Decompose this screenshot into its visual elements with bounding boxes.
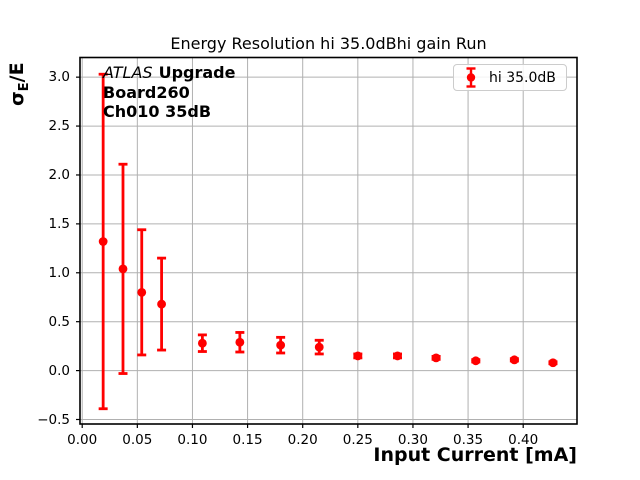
x-tick-label: 0.00 xyxy=(67,432,98,448)
x-tick-label: 0.10 xyxy=(177,432,208,448)
y-tick-label: 1.0 xyxy=(48,264,70,281)
annotation-experiment: ATLAS xyxy=(103,63,153,82)
y-axis-label-sigma: σ xyxy=(6,91,28,106)
data-point xyxy=(509,355,519,365)
data-point xyxy=(353,351,363,361)
annotation-line-2: Board260 xyxy=(103,82,190,102)
x-tick-label: 0.35 xyxy=(453,432,484,448)
data-point xyxy=(235,337,245,347)
data-point xyxy=(157,299,166,309)
y-tick-label: 2.5 xyxy=(48,118,70,135)
annotation-line-1: ATLAS Upgrade xyxy=(103,63,235,83)
annotation-line-3: Ch010 35dB xyxy=(103,102,212,121)
data-point xyxy=(471,356,481,366)
data-point xyxy=(118,264,128,274)
x-tick-label: 0.20 xyxy=(287,432,318,448)
data-point xyxy=(431,353,441,363)
y-tick-label: 0.5 xyxy=(48,313,70,330)
y-tick-label: 2.0 xyxy=(48,166,70,183)
data-point xyxy=(197,338,207,348)
axes-spines xyxy=(79,56,578,425)
data-point xyxy=(314,342,324,352)
x-axis-label: Input Current [mA] xyxy=(373,444,577,466)
legend-series-label: hi 35.0dB xyxy=(489,69,556,86)
x-tick-label: 0.30 xyxy=(397,432,428,448)
plot-annotation: ATLAS Upgrade Board260 Ch010 35dB xyxy=(103,63,235,122)
legend-errorbar-icon xyxy=(466,67,476,88)
x-tick-label: 0.25 xyxy=(342,432,373,448)
y-tick-label: 3.0 xyxy=(48,69,70,86)
data-point xyxy=(276,340,286,350)
y-tick-label: 1.5 xyxy=(48,215,70,232)
y-tick-label: 0.0 xyxy=(48,362,70,379)
data-point xyxy=(548,358,558,368)
legend-box: hi 35.0dB xyxy=(453,64,567,91)
chart-title: Energy Resolution hi 35.0dBhi gain Run xyxy=(170,34,487,53)
y-tick-label: −0.5 xyxy=(37,411,70,428)
annotation-experiment-suffix: Upgrade xyxy=(158,63,236,82)
x-tick-label: 0.40 xyxy=(508,432,539,448)
data-point xyxy=(98,237,108,246)
x-tick-label: 0.15 xyxy=(232,432,263,448)
data-point xyxy=(393,351,402,361)
x-tick-label: 0.05 xyxy=(122,432,153,448)
data-point xyxy=(137,287,147,297)
